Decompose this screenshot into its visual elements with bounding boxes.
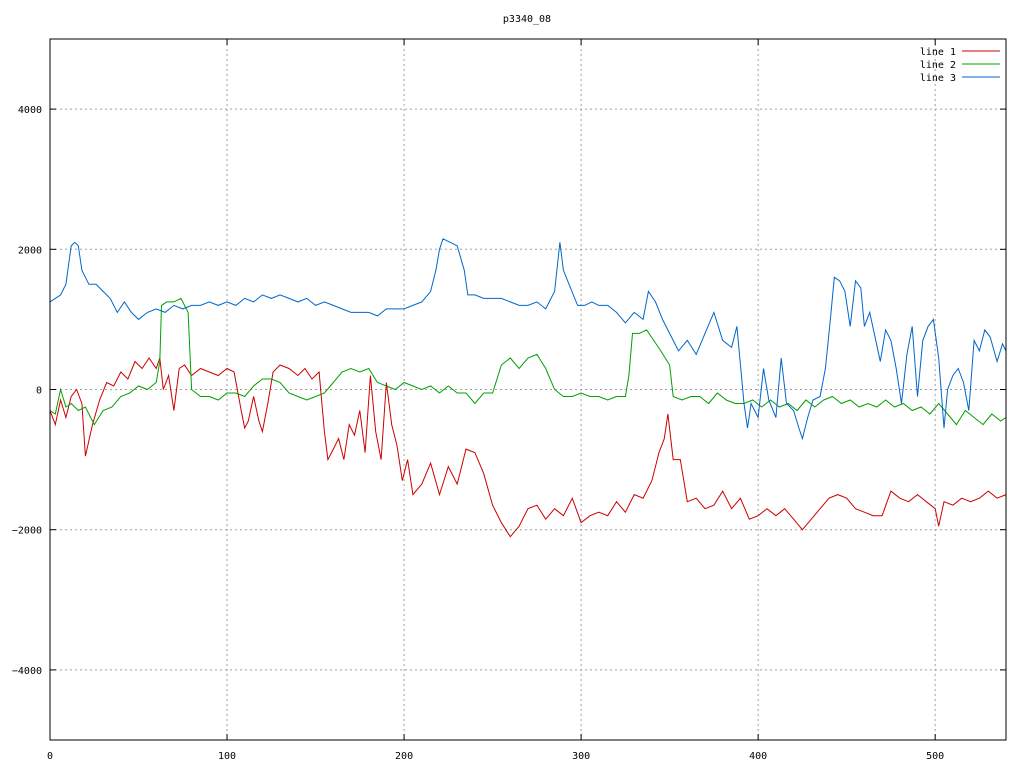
- series-line-1: [49, 357, 1007, 538]
- legend-label: line 3: [920, 73, 956, 84]
- grid-lines: [50, 39, 1006, 740]
- legend: line 1 line 2 line 3: [920, 47, 1000, 84]
- x-tick-label: 300: [572, 751, 590, 762]
- series-line-3: [49, 238, 1007, 441]
- legend-label: line 1: [920, 47, 956, 58]
- x-tick-label: 500: [926, 751, 944, 762]
- y-tick-label: 0: [36, 386, 42, 397]
- x-axis: 0 100 200 300 400 500: [47, 39, 944, 762]
- y-tick-label: 4000: [18, 105, 42, 116]
- x-tick-label: 0: [47, 751, 53, 762]
- x-tick-label: 100: [218, 751, 236, 762]
- legend-label: line 2: [920, 60, 956, 71]
- y-tick-label: −4000: [12, 666, 42, 677]
- series-group: [49, 238, 1007, 538]
- x-tick-label: 200: [395, 751, 413, 762]
- plot-frame: [49, 38, 1007, 741]
- y-tick-label: 2000: [18, 245, 42, 256]
- y-tick-label: −2000: [12, 526, 42, 537]
- series-line-2: [49, 297, 1007, 426]
- chart-title: p3340_08: [503, 14, 551, 25]
- y-axis: −4000 −2000 0 2000 4000: [12, 105, 1006, 677]
- x-tick-label: 400: [749, 751, 767, 762]
